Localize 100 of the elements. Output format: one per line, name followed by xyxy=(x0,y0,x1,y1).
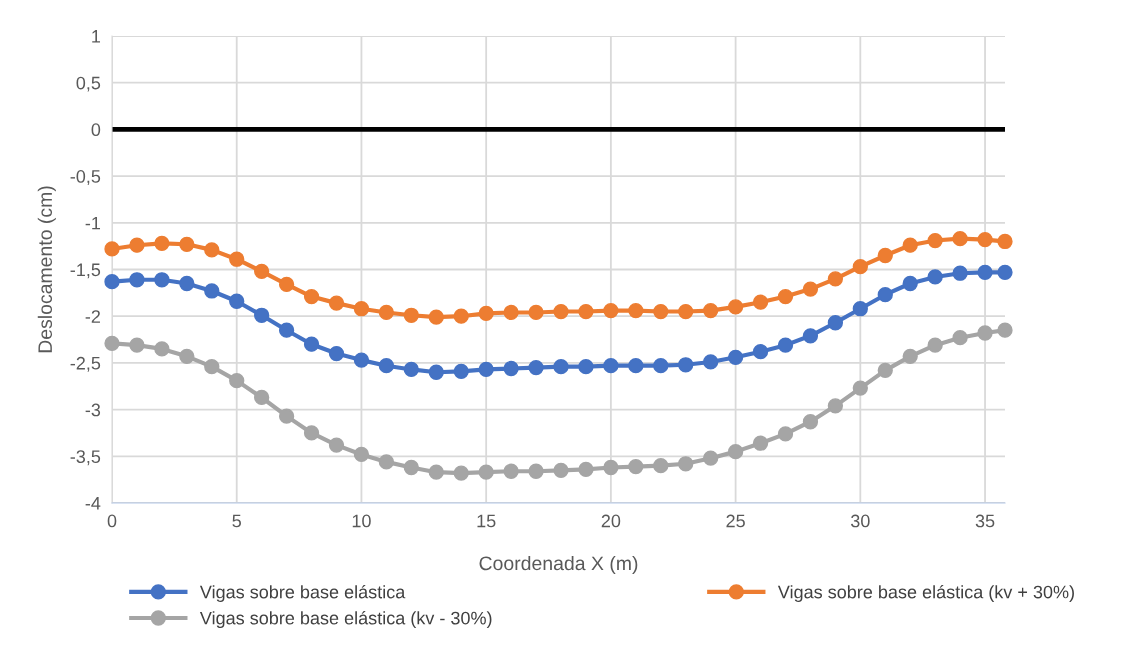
point xyxy=(478,361,494,378)
point xyxy=(478,305,494,322)
point xyxy=(977,231,993,248)
x-tick-label: 10 xyxy=(352,514,371,528)
point xyxy=(927,232,943,249)
point xyxy=(503,463,519,479)
point xyxy=(752,294,769,310)
point xyxy=(303,425,320,441)
point xyxy=(727,299,744,315)
point xyxy=(927,337,943,353)
point xyxy=(678,357,694,373)
point xyxy=(278,276,295,293)
point xyxy=(528,463,544,479)
point xyxy=(503,360,519,377)
point xyxy=(653,303,669,320)
point xyxy=(403,459,419,476)
point xyxy=(129,272,145,288)
point xyxy=(204,242,220,258)
point xyxy=(478,464,494,480)
point xyxy=(802,328,819,344)
point xyxy=(977,264,993,280)
point xyxy=(777,288,794,305)
y-tick-label: -1,5 xyxy=(70,263,101,279)
point xyxy=(877,287,893,303)
point xyxy=(952,265,968,281)
y-axis-title: Deslocamento (cm) xyxy=(37,186,56,353)
point xyxy=(254,389,270,406)
point xyxy=(902,237,918,253)
point xyxy=(278,408,295,424)
point xyxy=(852,380,868,396)
point xyxy=(229,251,245,267)
point xyxy=(628,458,644,475)
y-tick-label: -2,5 xyxy=(70,356,101,372)
point xyxy=(777,337,794,353)
x-tick-label: 20 xyxy=(601,514,621,528)
point xyxy=(328,345,345,362)
point xyxy=(578,303,594,320)
point xyxy=(129,337,145,353)
point xyxy=(353,301,370,317)
point xyxy=(378,304,395,321)
point xyxy=(852,301,868,317)
point xyxy=(403,307,419,323)
y-tick-label: -1 xyxy=(85,216,101,230)
point xyxy=(104,335,120,351)
point xyxy=(254,263,270,280)
point xyxy=(952,231,968,247)
point xyxy=(104,274,120,290)
point xyxy=(877,362,893,379)
x-tick-label: 15 xyxy=(477,514,496,528)
point xyxy=(852,259,868,275)
y-tick-label: -3,5 xyxy=(70,450,101,466)
legend-label: Vigas sobre base elástica (kv - 30%) xyxy=(199,611,492,629)
point xyxy=(827,398,844,414)
point xyxy=(179,275,195,292)
point xyxy=(578,461,594,478)
point xyxy=(997,322,1013,338)
point xyxy=(997,233,1013,250)
point xyxy=(653,358,669,374)
point xyxy=(179,236,195,252)
x-tick-label: 0 xyxy=(107,514,117,528)
point xyxy=(428,464,444,480)
point xyxy=(453,363,469,379)
point xyxy=(628,358,644,374)
point xyxy=(902,275,918,292)
point xyxy=(378,454,395,470)
point xyxy=(777,426,794,442)
point xyxy=(678,456,694,472)
point xyxy=(703,450,719,466)
point xyxy=(353,446,370,463)
point xyxy=(877,247,893,264)
point xyxy=(827,271,844,287)
x-tick-label: 25 xyxy=(726,514,745,528)
point xyxy=(703,302,719,319)
point xyxy=(902,348,918,365)
point xyxy=(528,304,544,321)
point xyxy=(603,302,619,319)
x-tick-label: 30 xyxy=(850,514,870,528)
point xyxy=(528,359,544,376)
point xyxy=(129,237,145,253)
point xyxy=(997,264,1013,280)
point xyxy=(453,465,469,481)
point xyxy=(428,364,444,380)
point xyxy=(678,303,694,320)
point xyxy=(802,281,819,297)
point xyxy=(977,325,993,341)
point xyxy=(278,322,295,338)
point xyxy=(204,358,220,375)
point xyxy=(428,309,444,325)
y-tick-label: -4 xyxy=(85,497,101,510)
point xyxy=(328,437,345,453)
point xyxy=(303,336,320,352)
point xyxy=(727,349,744,365)
point xyxy=(802,414,819,430)
point xyxy=(927,269,943,285)
point xyxy=(703,354,719,370)
point xyxy=(628,302,644,319)
point xyxy=(154,235,170,251)
point xyxy=(578,358,594,375)
x-tick-label: 35 xyxy=(975,514,995,528)
y-tick-label: 0,5 xyxy=(76,76,101,92)
